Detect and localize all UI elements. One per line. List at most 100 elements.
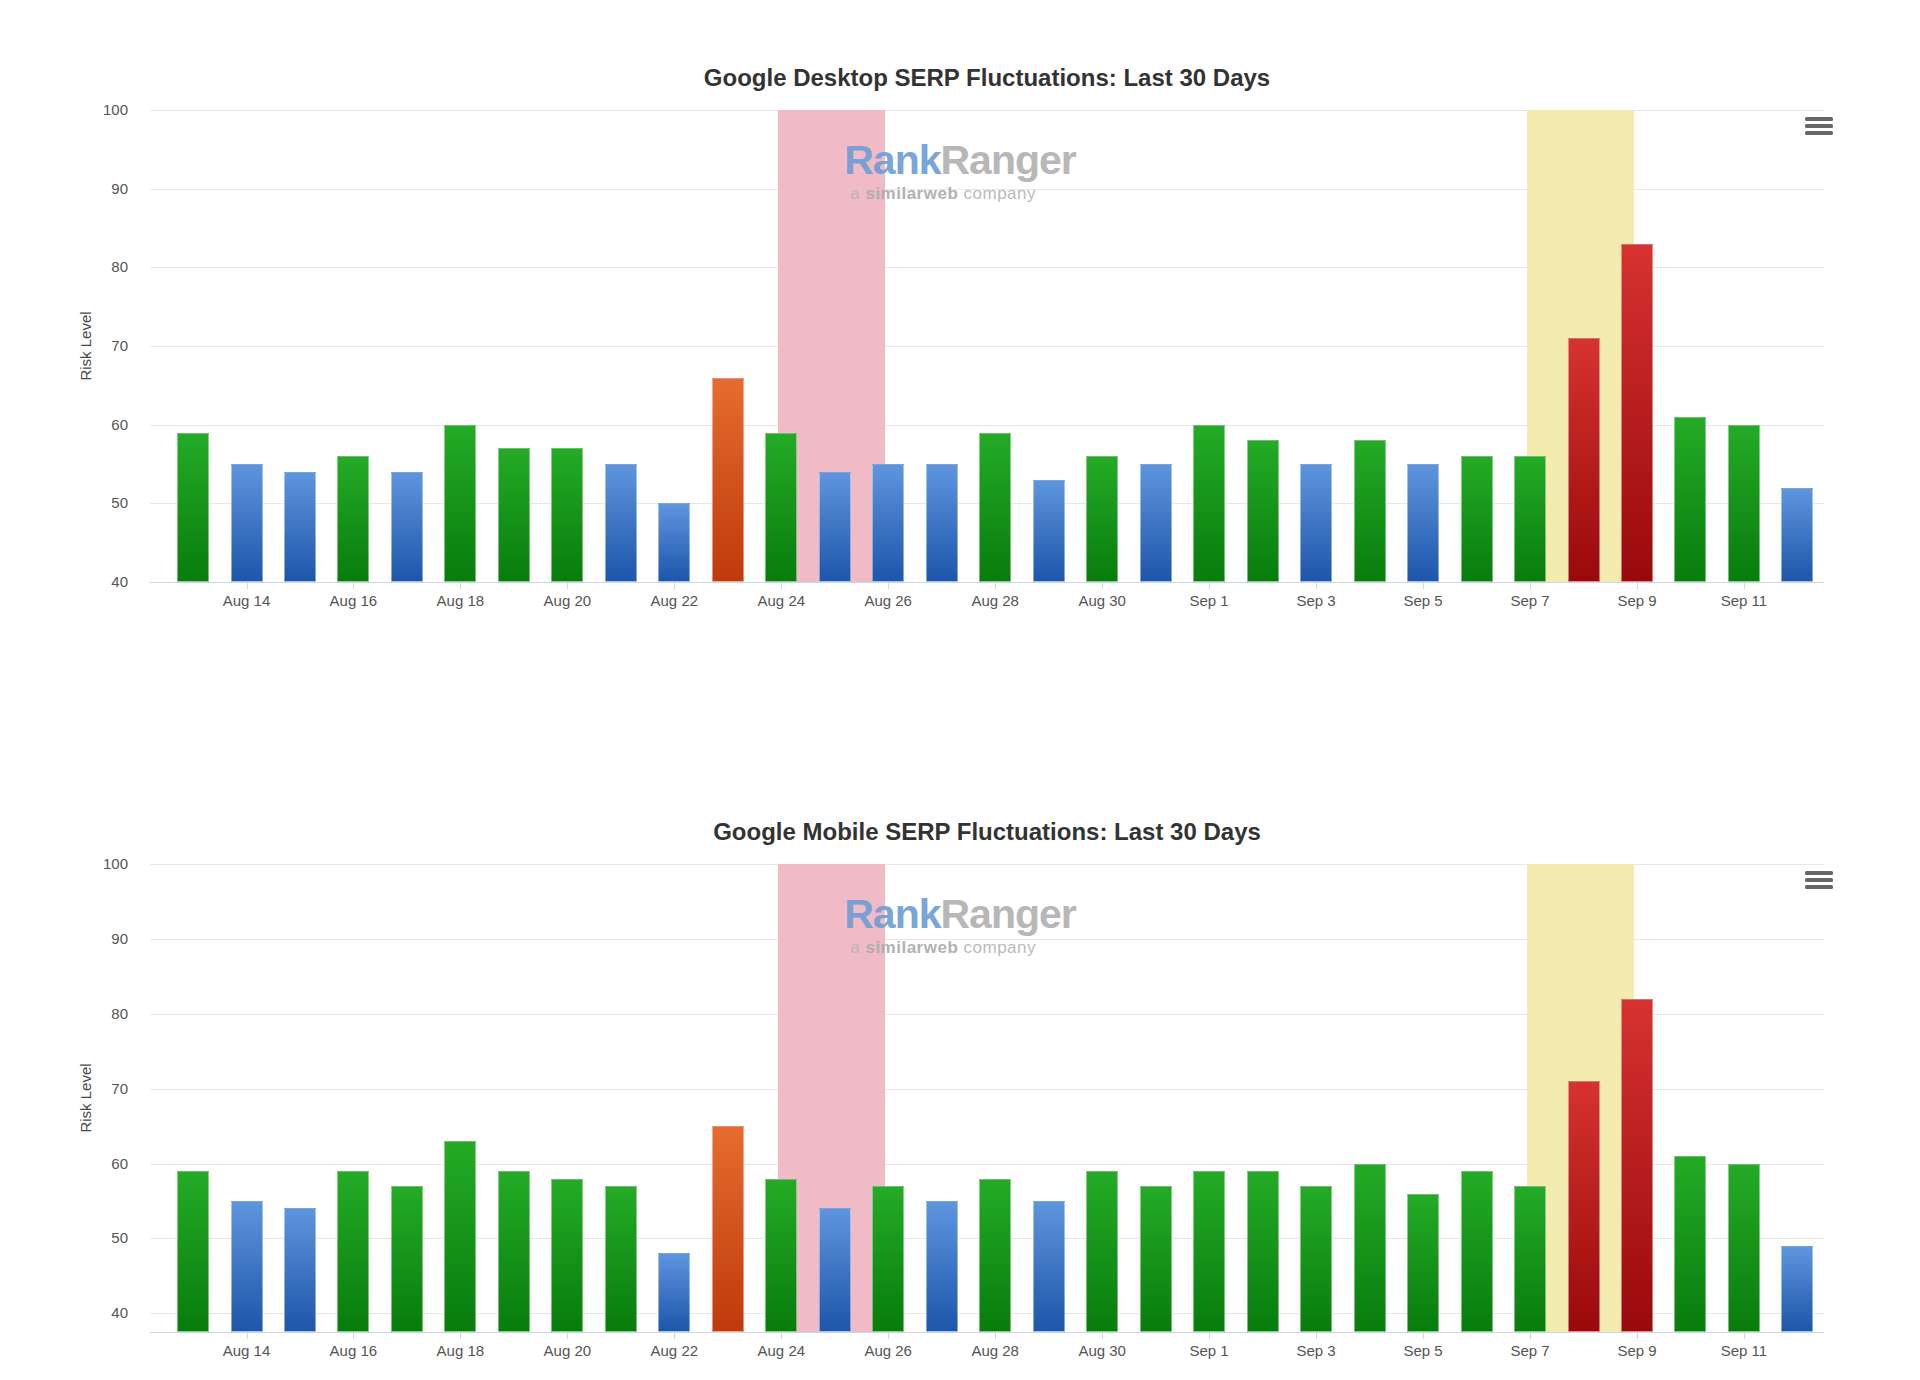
bar[interactable] <box>231 1201 263 1332</box>
bar[interactable] <box>1514 1186 1546 1332</box>
bar[interactable] <box>712 378 744 583</box>
x-axis-tick-label: Aug 24 <box>758 592 806 609</box>
x-axis-tick-label: Sep 11 <box>1721 592 1767 609</box>
bar[interactable] <box>1407 1194 1439 1333</box>
hamburger-icon <box>1805 871 1833 875</box>
x-axis-tick <box>460 1333 461 1339</box>
x-axis-line <box>150 582 1824 583</box>
bar[interactable] <box>1514 456 1546 582</box>
bar[interactable] <box>1247 1171 1279 1332</box>
bar[interactable] <box>765 433 797 583</box>
x-axis-tick-label: Aug 28 <box>971 1342 1019 1359</box>
x-axis-tick-label: Sep 11 <box>1721 1342 1767 1359</box>
y-axis-tick-label: 50 <box>68 1229 128 1246</box>
x-axis-tick <box>888 1333 889 1339</box>
bar[interactable] <box>284 472 316 582</box>
bar[interactable] <box>1354 440 1386 582</box>
x-axis-tick <box>995 583 996 589</box>
bar[interactable] <box>498 1171 530 1332</box>
bar[interactable] <box>1140 1186 1172 1332</box>
x-axis-tick-label: Aug 30 <box>1078 592 1126 609</box>
bar[interactable] <box>872 464 904 582</box>
bar[interactable] <box>1407 464 1439 582</box>
x-axis-tick <box>995 1333 996 1339</box>
chart-context-menu-button[interactable] <box>1805 871 1833 890</box>
y-axis-tick-label: 100 <box>68 101 128 118</box>
bar[interactable] <box>177 433 209 583</box>
x-axis-tick-label: Aug 14 <box>223 592 271 609</box>
x-axis-tick-label: Aug 16 <box>330 592 378 609</box>
bar[interactable] <box>1193 1171 1225 1332</box>
x-axis-tick-label: Aug 26 <box>864 592 912 609</box>
serp-fluctuations-page: { "page": {"background": "#ffffff"}, "wa… <box>0 0 1920 1380</box>
bar[interactable] <box>1781 488 1813 582</box>
bar[interactable] <box>1781 1246 1813 1332</box>
x-axis-tick-label: Sep 9 <box>1617 592 1656 609</box>
x-axis-tick <box>1637 1333 1638 1339</box>
bar[interactable] <box>1086 456 1118 582</box>
x-axis-tick <box>674 1333 675 1339</box>
bar[interactable] <box>1300 1186 1332 1332</box>
bar[interactable] <box>1033 1201 1065 1332</box>
bar[interactable] <box>1300 464 1332 582</box>
bar[interactable] <box>1728 1164 1760 1333</box>
y-axis-tick-label: 40 <box>68 573 128 590</box>
x-axis-tick-label: Aug 18 <box>437 592 485 609</box>
bar[interactable] <box>605 464 637 582</box>
bar[interactable] <box>712 1126 744 1332</box>
x-axis-tick <box>1744 583 1745 589</box>
bar[interactable] <box>605 1186 637 1332</box>
bar[interactable] <box>926 1201 958 1332</box>
y-axis-tick-label: 50 <box>68 494 128 511</box>
y-axis-tick-label: 70 <box>68 1080 128 1097</box>
bar[interactable] <box>284 1208 316 1332</box>
bar[interactable] <box>1247 440 1279 582</box>
bar[interactable] <box>337 456 369 582</box>
x-axis-tick-label: Aug 30 <box>1078 1342 1126 1359</box>
bar[interactable] <box>1354 1164 1386 1333</box>
bar[interactable] <box>765 1179 797 1333</box>
bar[interactable] <box>819 1208 851 1332</box>
bar[interactable] <box>1086 1171 1118 1332</box>
bar[interactable] <box>1621 999 1653 1332</box>
bar[interactable] <box>1568 1081 1600 1332</box>
x-axis-tick <box>567 1333 568 1339</box>
bar[interactable] <box>1461 456 1493 582</box>
bar[interactable] <box>979 433 1011 583</box>
bar[interactable] <box>551 1179 583 1333</box>
bar[interactable] <box>1674 417 1706 582</box>
x-axis-tick-label: Sep 1 <box>1189 1342 1228 1359</box>
x-axis-tick-label: Aug 14 <box>223 1342 271 1359</box>
bar[interactable] <box>498 448 530 582</box>
bar[interactable] <box>819 472 851 582</box>
bar[interactable] <box>444 1141 476 1332</box>
bar[interactable] <box>551 448 583 582</box>
bar[interactable] <box>231 464 263 582</box>
bar[interactable] <box>1728 425 1760 582</box>
bar[interactable] <box>979 1179 1011 1333</box>
bar[interactable] <box>1193 425 1225 582</box>
chart-context-menu-button[interactable] <box>1805 117 1833 136</box>
bar[interactable] <box>658 503 690 582</box>
x-axis-tick-label: Sep 5 <box>1403 1342 1442 1359</box>
x-axis-tick <box>1316 583 1317 589</box>
bar[interactable] <box>1621 244 1653 582</box>
x-axis-tick <box>781 1333 782 1339</box>
bar[interactable] <box>391 1186 423 1332</box>
bar[interactable] <box>1140 464 1172 582</box>
bar[interactable] <box>1033 480 1065 582</box>
bar[interactable] <box>337 1171 369 1332</box>
bar[interactable] <box>177 1171 209 1332</box>
bar[interactable] <box>1674 1156 1706 1332</box>
x-axis-tick <box>1423 1333 1424 1339</box>
bar[interactable] <box>1461 1171 1493 1332</box>
bar[interactable] <box>391 472 423 582</box>
x-axis-tick <box>1637 583 1638 589</box>
bar[interactable] <box>926 464 958 582</box>
bar[interactable] <box>872 1186 904 1332</box>
bar[interactable] <box>658 1253 690 1332</box>
bar[interactable] <box>444 425 476 582</box>
x-axis-tick <box>1423 583 1424 589</box>
x-axis-tick-label: Aug 20 <box>544 592 592 609</box>
bar[interactable] <box>1568 338 1600 582</box>
